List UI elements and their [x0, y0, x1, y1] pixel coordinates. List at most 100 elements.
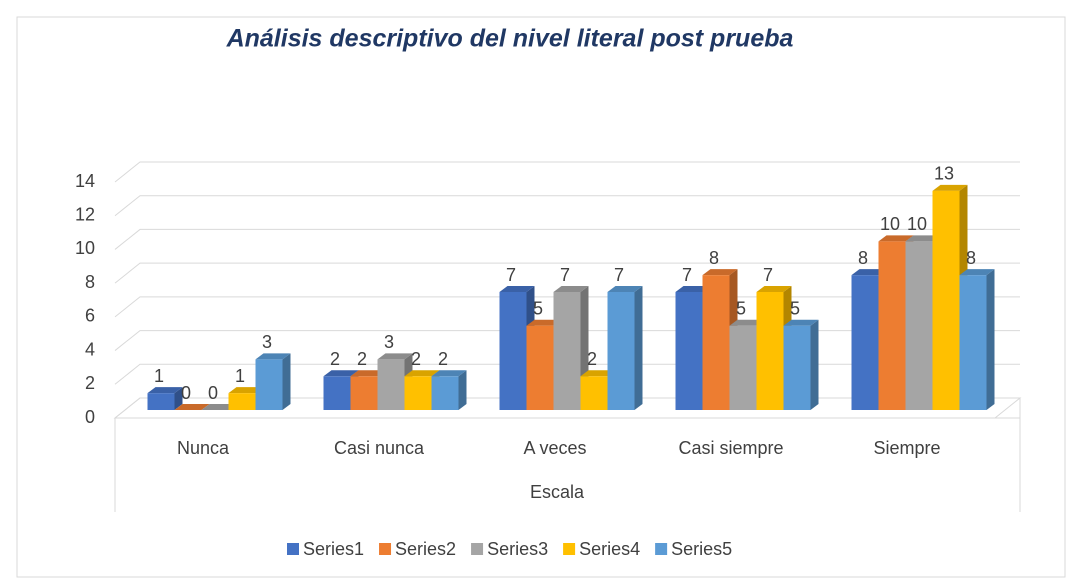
bar [580, 376, 608, 410]
data-label: 1 [154, 366, 164, 386]
legend-label: Series3 [487, 539, 548, 559]
data-label: 13 [934, 164, 954, 184]
data-label: 0 [181, 383, 191, 403]
bar-top [783, 319, 819, 326]
x-tick-label: A veces [523, 438, 586, 458]
y-tick-label: 10 [75, 238, 95, 258]
bar-top [174, 404, 210, 410]
bar [675, 292, 703, 410]
bar [729, 325, 757, 410]
bar [959, 275, 987, 410]
legend-swatch [655, 543, 668, 555]
bar-top [377, 353, 413, 360]
bar [350, 376, 378, 410]
bar-top [147, 387, 183, 394]
y-tick-label: 14 [75, 171, 95, 191]
data-label: 7 [506, 265, 516, 285]
y-tick-label: 2 [85, 373, 95, 393]
data-label: 8 [709, 248, 719, 268]
legend-label: Series5 [671, 539, 732, 559]
legend-label: Series2 [395, 539, 456, 559]
legend-swatch [379, 543, 392, 555]
data-label: 5 [736, 298, 746, 318]
bar [932, 190, 960, 410]
legend-swatch [287, 543, 299, 555]
bar-top [607, 286, 643, 292]
data-label: 2 [357, 349, 367, 369]
grid-line [114, 195, 1020, 217]
bar-side [282, 353, 291, 410]
data-label: 10 [880, 214, 900, 234]
y-tick-label: 12 [75, 204, 95, 224]
bar-top [675, 286, 711, 292]
data-label: 0 [208, 383, 218, 403]
data-label: 7 [763, 265, 773, 285]
legend-swatch [471, 543, 484, 555]
data-label: 8 [858, 248, 868, 268]
bar-top [323, 370, 359, 377]
bar [702, 275, 730, 410]
y-tick-label: 0 [85, 407, 95, 427]
data-label: 2 [587, 349, 597, 369]
data-label: 2 [330, 349, 340, 369]
bar [499, 292, 527, 410]
y-tick-label: 8 [85, 272, 95, 292]
grid-line [114, 161, 1020, 183]
y-tick-label: 6 [85, 306, 95, 326]
bar-top [959, 269, 995, 276]
data-label: 7 [682, 265, 692, 285]
bar [404, 376, 432, 410]
bar [228, 393, 256, 410]
bar-top [851, 269, 887, 276]
x-tick-label: Casi siempre [678, 438, 783, 458]
bar-top [404, 370, 440, 377]
data-label: 5 [790, 298, 800, 318]
bar-side [458, 370, 467, 410]
bar-top [431, 370, 467, 377]
data-label: 2 [411, 349, 421, 369]
bar-top [932, 184, 968, 191]
bar-side [810, 319, 819, 410]
grid-line [114, 262, 1020, 284]
bar-top [350, 370, 386, 377]
bar-side [986, 269, 995, 410]
data-label: 2 [438, 349, 448, 369]
bar [377, 359, 405, 410]
grid-line [114, 228, 1020, 250]
bar-top [255, 353, 291, 360]
bar [607, 292, 635, 410]
data-label: 10 [907, 214, 927, 234]
y-tick-label: 4 [85, 339, 95, 359]
bar-top [553, 286, 589, 292]
bar [526, 325, 554, 410]
bar [783, 325, 811, 410]
bar [431, 376, 459, 410]
data-label: 7 [614, 265, 624, 285]
bar-top [526, 319, 562, 326]
bar-top [702, 269, 738, 276]
bar [255, 359, 283, 410]
bar-top [499, 286, 535, 292]
legend-swatch [563, 543, 576, 555]
bar-top [905, 235, 941, 242]
x-tick-label: Siempre [873, 438, 940, 458]
legend-label: Series4 [579, 539, 640, 559]
bar-top [580, 370, 616, 377]
bar-top [878, 235, 914, 242]
data-label: 1 [235, 366, 245, 386]
bar [756, 292, 784, 410]
x-tick-label: Nunca [177, 438, 230, 458]
bar-side [634, 286, 643, 410]
legend-label: Series1 [303, 539, 364, 559]
bar-top [756, 286, 792, 292]
data-label: 3 [262, 332, 272, 352]
bar-top [729, 319, 765, 326]
bar [905, 241, 933, 410]
data-label: 5 [533, 298, 543, 318]
bar [851, 275, 879, 410]
data-label: 7 [560, 265, 570, 285]
bar [878, 241, 906, 410]
chart-title: Análisis descriptivo del nivel literal p… [226, 25, 794, 53]
bar-top [201, 404, 237, 410]
